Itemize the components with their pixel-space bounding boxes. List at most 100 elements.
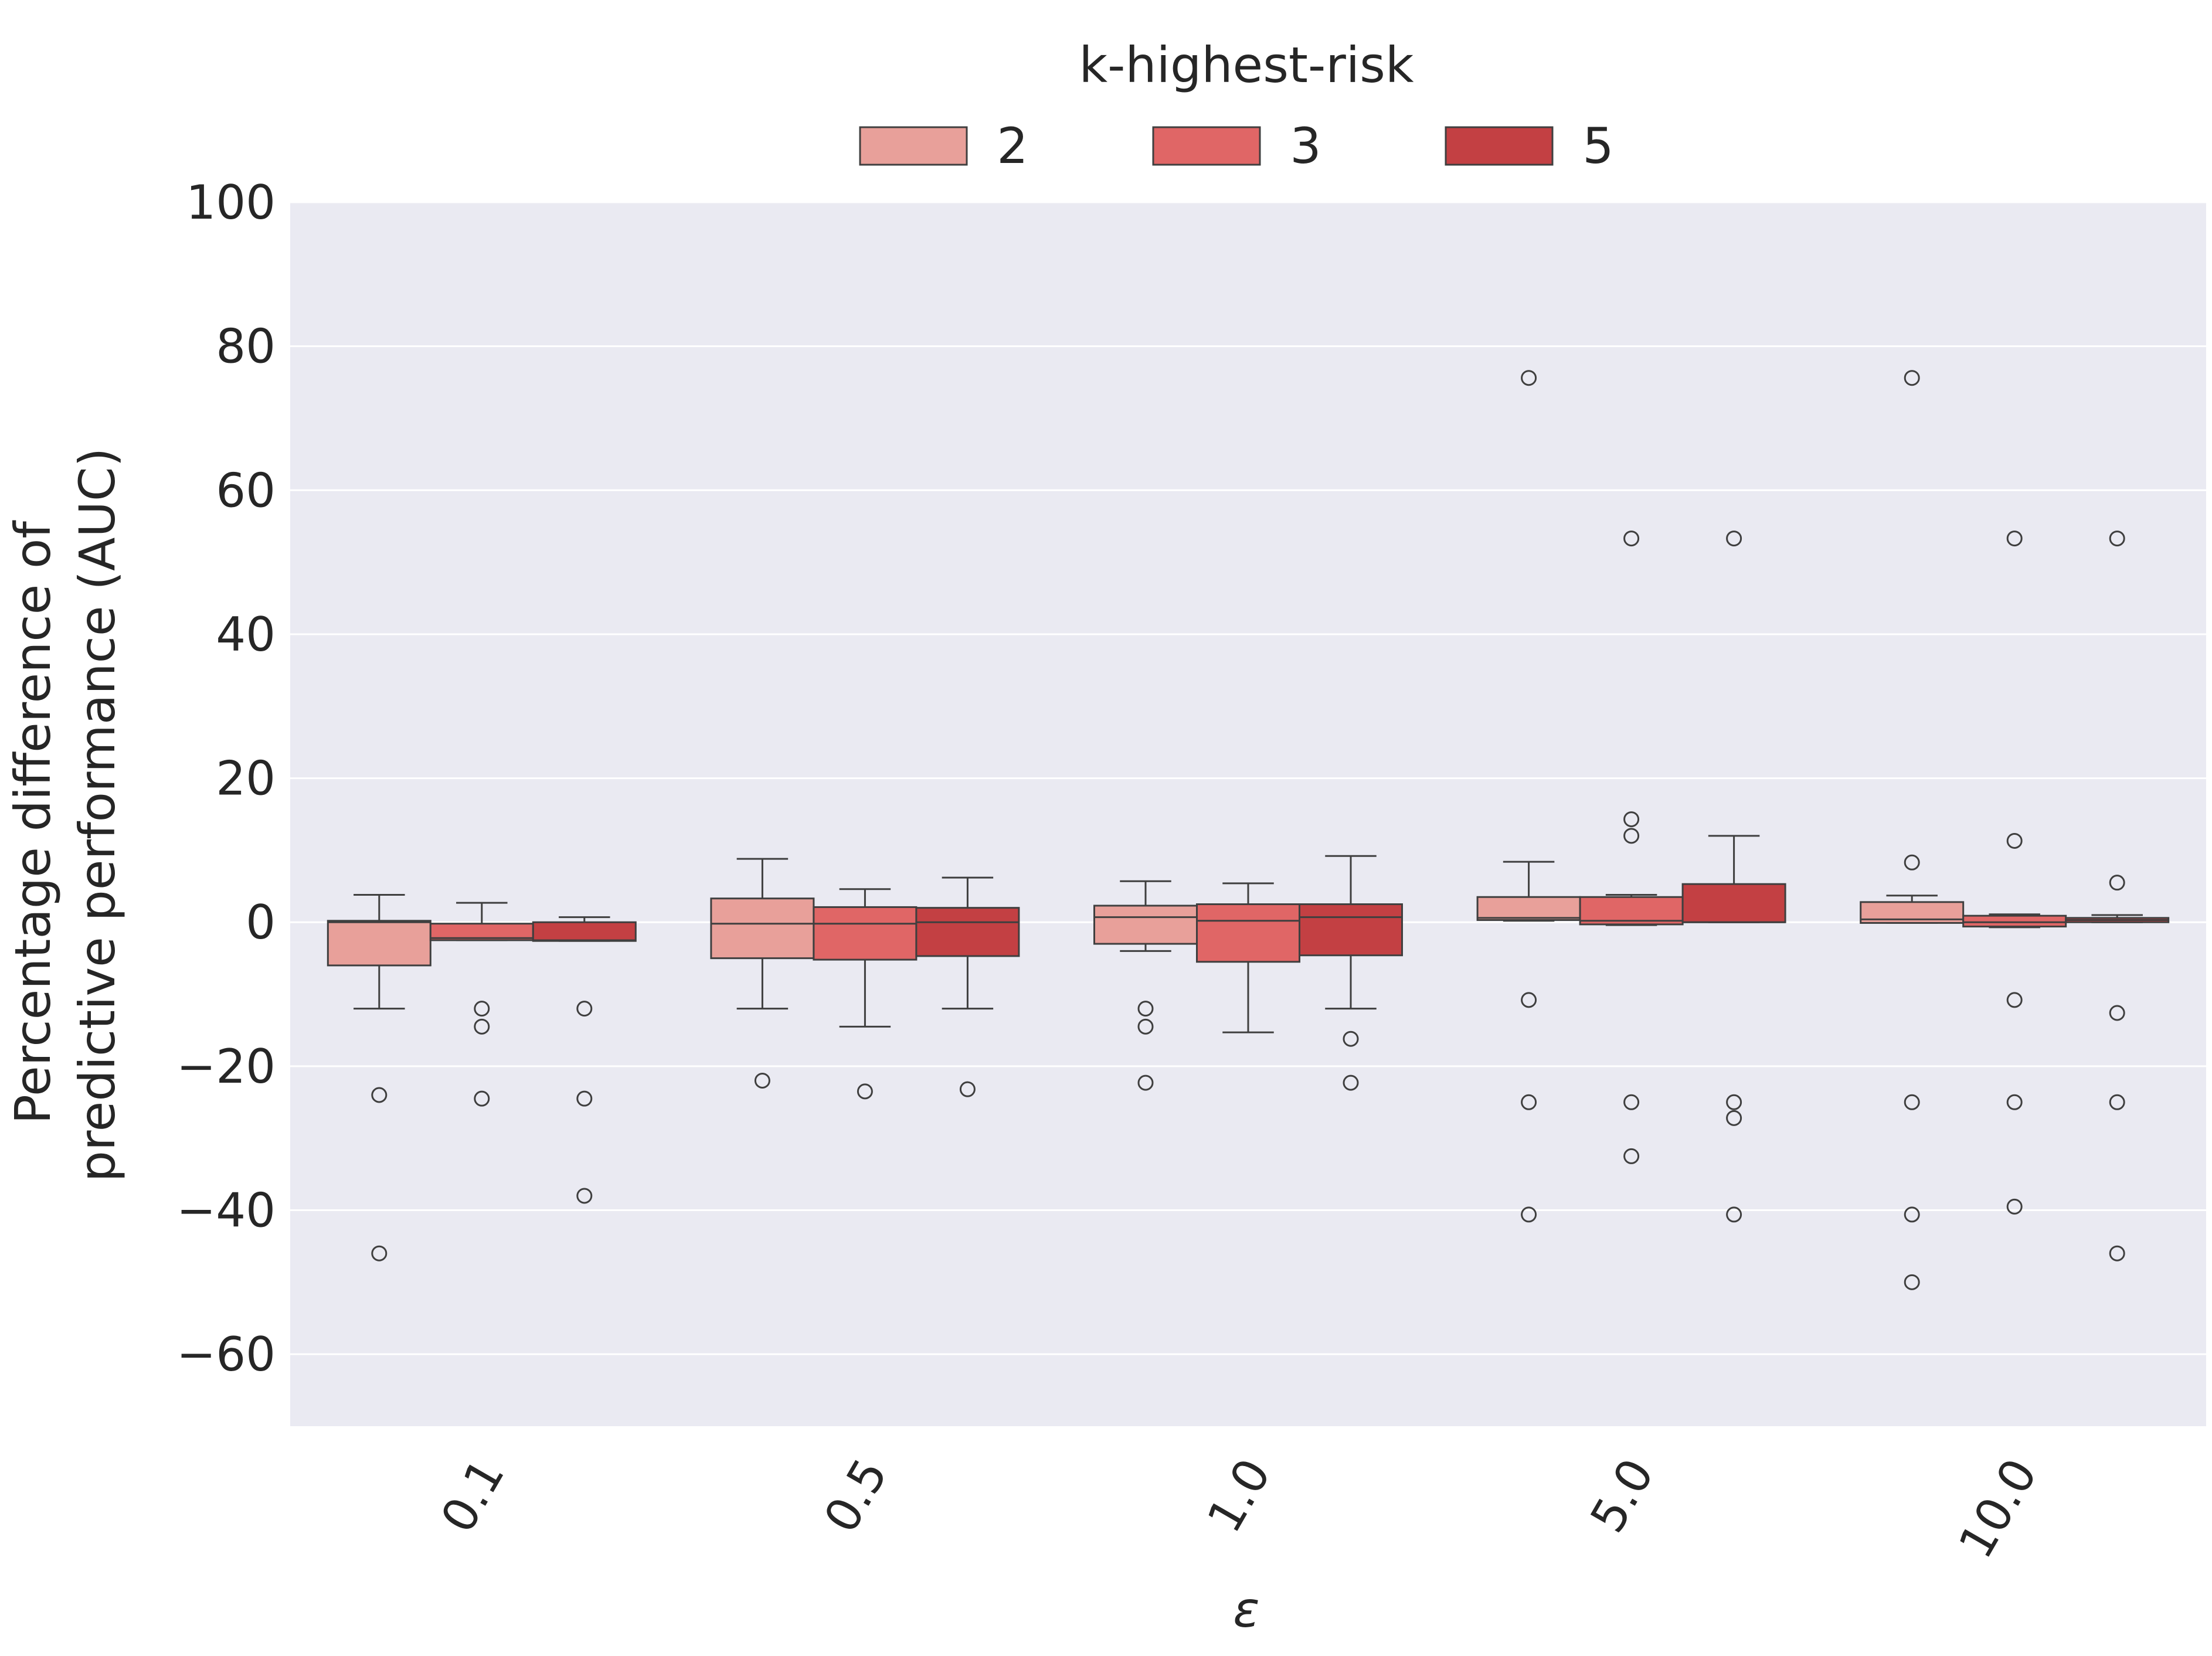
box-body <box>813 906 918 961</box>
outlier-point <box>2109 1245 2125 1261</box>
outlier-point <box>2006 1094 2023 1110</box>
box-2-5.0 <box>1476 370 1581 1223</box>
box-2-0.1 <box>327 894 431 1261</box>
outlier-point <box>2006 1198 2023 1215</box>
outlier-point <box>1904 1206 1920 1223</box>
outlier-point <box>2006 992 2023 1008</box>
outlier-point <box>474 1001 490 1017</box>
outlier-point <box>1623 531 1640 547</box>
box-body <box>710 897 815 960</box>
outlier-point <box>1904 1094 1920 1110</box>
legend-items: 2 3 5 <box>859 117 1614 175</box>
outlier-point <box>1726 1206 1742 1223</box>
y-axis-label-line-2: predictive performance (AUC) <box>69 448 126 1182</box>
y-tick-label: −60 <box>176 1327 276 1382</box>
x-tick-label: 10.0 <box>1948 1450 2048 1567</box>
outlier-point <box>1521 1206 1537 1223</box>
legend-label: 5 <box>1582 117 1613 175</box>
x-tick-label: 1.0 <box>1197 1450 1281 1542</box>
outlier-point <box>2006 531 2023 547</box>
legend-label: 3 <box>1290 117 1321 175</box>
y-axis-label-line-1: Percentage difference of <box>4 520 62 1124</box>
x-axis-ticks: 0.1 0.5 1.0 5.0 10.0 <box>430 1450 2048 1567</box>
y-axis-label: Percentage difference of predictive perf… <box>4 448 126 1182</box>
outlier-point <box>857 1083 873 1100</box>
outlier-point <box>371 1087 388 1103</box>
outlier-point <box>2109 875 2125 891</box>
box-5-1.0 <box>1299 855 1403 1091</box>
outlier-point <box>1521 1094 1537 1110</box>
x-tick-label: 5.0 <box>1580 1450 1664 1542</box>
outlier-point <box>1343 1031 1359 1047</box>
box-body <box>327 920 431 967</box>
outlier-point <box>959 1081 976 1097</box>
outlier-point <box>1726 531 1742 547</box>
y-tick-label: 20 <box>216 752 276 806</box>
outlier-point <box>1623 1094 1640 1110</box>
outlier-point <box>2006 832 2023 849</box>
y-tick-label: 0 <box>246 895 276 950</box>
y-tick-label: 100 <box>186 175 276 230</box>
legend-title: k-highest-risk <box>1079 36 1413 94</box>
outlier-point <box>1904 854 1920 870</box>
box-3-5.0 <box>1579 531 1684 1164</box>
outlier-point <box>576 1001 593 1017</box>
outlier-point <box>1137 1074 1154 1091</box>
outlier-point <box>2109 1005 2125 1021</box>
y-tick-label: 80 <box>216 319 276 374</box>
x-tick-label: 0.1 <box>430 1450 515 1542</box>
box-5-10.0 <box>2065 531 2170 1261</box>
box-body <box>1962 914 2067 928</box>
box-body <box>1299 903 1403 957</box>
outlier-point <box>1904 1274 1920 1290</box>
box-2-0.5 <box>710 858 815 1089</box>
outlier-point <box>2109 1094 2125 1110</box>
x-tick-label: 0.5 <box>814 1450 898 1542</box>
outlier-point <box>1137 1001 1154 1017</box>
y-tick-label: 40 <box>216 607 276 662</box>
box-body <box>915 907 1020 957</box>
box-3-0.1 <box>429 902 534 1107</box>
outlier-point <box>1623 811 1640 828</box>
outlier-point <box>576 1188 593 1204</box>
box-body <box>532 921 637 942</box>
outlier-point <box>1343 1074 1359 1091</box>
legend-swatch <box>859 126 968 166</box>
outlier-point <box>1623 1148 1640 1164</box>
box-5-0.5 <box>915 876 1020 1097</box>
y-axis-ticks: −60 −40 −20 0 20 40 60 80 100 <box>176 175 276 1382</box>
x-axis-label: ε <box>1233 1581 1259 1638</box>
outlier-point <box>1623 828 1640 844</box>
outlier-point <box>754 1072 770 1089</box>
outlier-point <box>474 1018 490 1035</box>
outlier-point <box>1904 370 1920 386</box>
legend-item-5: 5 <box>1445 117 1614 175</box>
outlier-point <box>1726 1094 1742 1110</box>
legend-item-3: 3 <box>1152 117 1321 175</box>
outlier-point <box>1521 992 1537 1008</box>
box-body <box>1681 883 1786 923</box>
outlier-point <box>474 1090 490 1107</box>
outlier-point <box>371 1245 388 1261</box>
y-tick-label: 60 <box>216 463 276 518</box>
y-tick-label: −20 <box>176 1039 276 1094</box>
legend: k-highest-risk 2 3 5 <box>859 36 1614 175</box>
box-groups <box>327 370 2170 1290</box>
legend-label: 2 <box>997 117 1028 175</box>
outlier-point <box>1521 370 1537 386</box>
box-2-1.0 <box>1093 880 1198 1091</box>
outlier-point <box>1137 1018 1154 1035</box>
legend-item-2: 2 <box>859 117 1028 175</box>
legend-swatch <box>1152 126 1261 166</box>
box-body <box>1196 903 1300 963</box>
y-tick-label: −40 <box>176 1184 276 1238</box>
outlier-point <box>576 1090 593 1107</box>
box-3-0.5 <box>813 888 918 1100</box>
box-body <box>1476 896 1581 921</box>
box-body <box>1093 904 1198 945</box>
box-3-1.0 <box>1196 882 1300 1033</box>
box-body <box>1579 896 1684 926</box>
box-5-0.1 <box>532 916 637 1204</box>
box-2-10.0 <box>1860 370 1965 1290</box>
